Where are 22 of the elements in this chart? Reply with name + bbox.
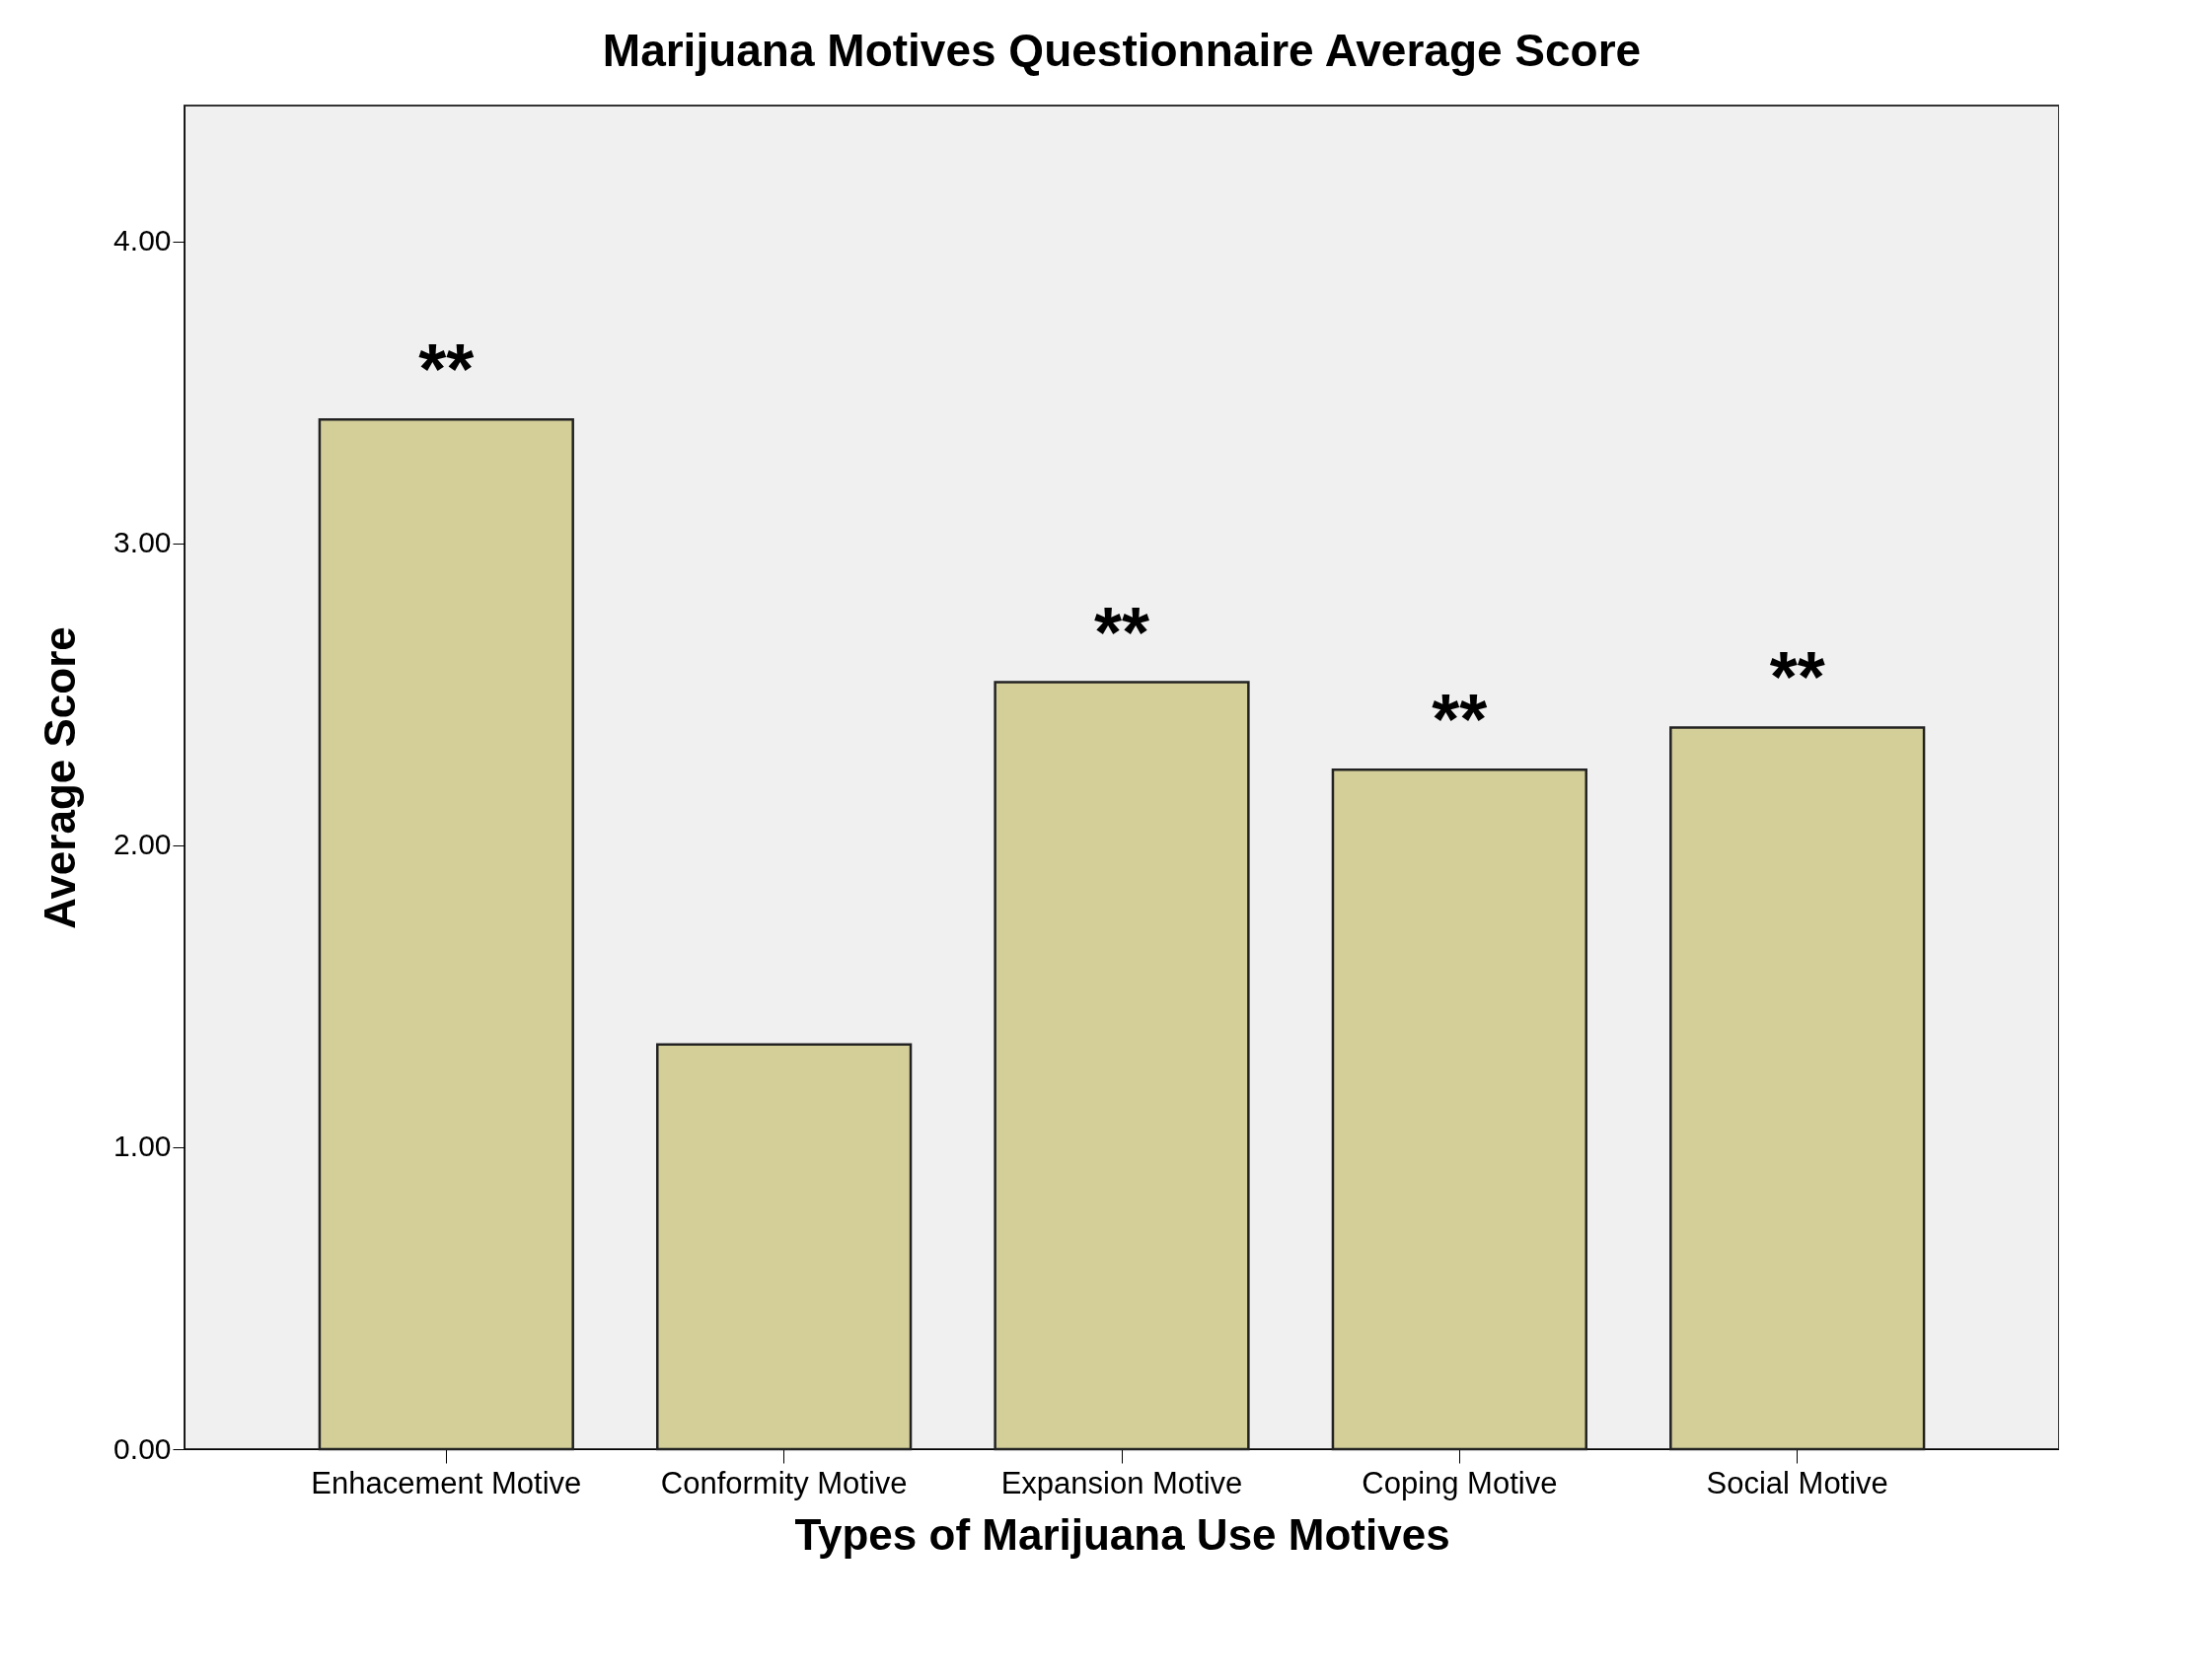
- annotation: **: [1093, 592, 1150, 672]
- bar: [1669, 726, 1926, 1451]
- x-tick-label: Enhacement Motive: [311, 1465, 582, 1500]
- bar: [318, 418, 574, 1451]
- y-tick-label: 2.00: [113, 828, 172, 861]
- annotation: **: [1769, 637, 1825, 717]
- bar: [994, 681, 1250, 1451]
- x-tick-label: Coping Motive: [1362, 1465, 1558, 1500]
- y-tick-label: 3.00: [113, 526, 172, 559]
- x-tick-label: Expansion Motive: [1000, 1465, 1243, 1500]
- x-axis-title: Types of Marijuana Use Motives: [794, 1509, 1450, 1559]
- y-tick-label: 1.00: [113, 1130, 172, 1163]
- bar: [1331, 768, 1587, 1451]
- y-tick-label: 0.00: [113, 1431, 172, 1465]
- x-tick-label: Social Motive: [1706, 1465, 1888, 1500]
- chart-title: Marijuana Motives Questionnaire Average Score: [602, 25, 1642, 76]
- x-tick-label: Conformity Motive: [660, 1465, 908, 1500]
- y-axis-title: Average Score: [36, 626, 85, 929]
- annotation: **: [1432, 680, 1488, 760]
- bar: [656, 1043, 913, 1451]
- y-tick-label: 4.00: [113, 224, 172, 257]
- annotation: **: [418, 329, 475, 409]
